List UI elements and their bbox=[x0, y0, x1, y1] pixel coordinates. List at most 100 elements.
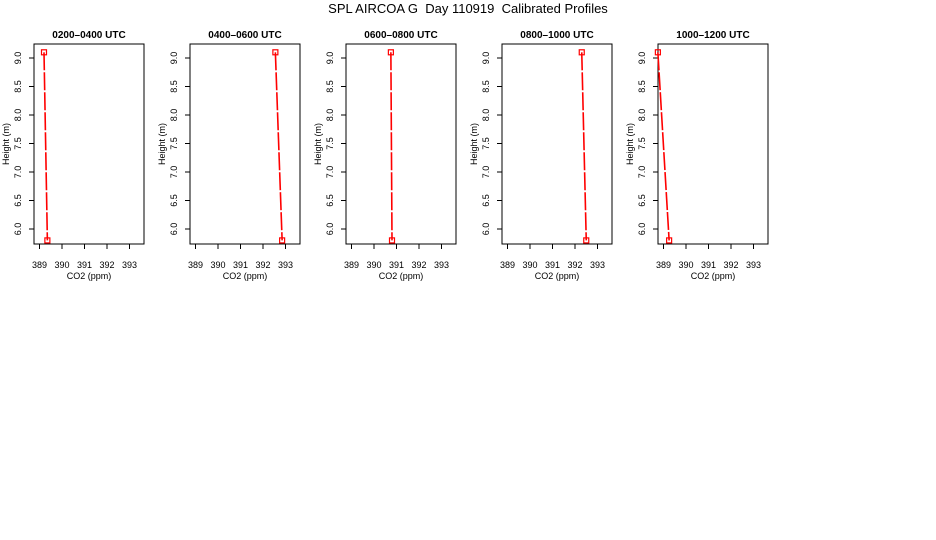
data-point bbox=[654, 49, 661, 56]
y-axis-label: Height (m) bbox=[313, 123, 323, 165]
y-tick-label: 9.0 bbox=[13, 52, 23, 65]
data-point bbox=[578, 49, 585, 56]
y-tick-label: 6.5 bbox=[169, 194, 179, 207]
x-tick-label: 390 bbox=[54, 260, 69, 270]
chart-panel-5: 1000–1200 UTC 389 390 391 392 393 CO2 (ppm) 6.0… bbox=[625, 30, 769, 281]
panel-title: 0200–0400 UTC bbox=[52, 30, 125, 41]
y-axis-label: Height (m) bbox=[157, 123, 167, 165]
y-tick-label: 8.0 bbox=[325, 109, 335, 122]
x-tick-label: 390 bbox=[678, 260, 693, 270]
y-axis-label: Height (m) bbox=[469, 123, 479, 165]
chart-panel-2: 0400–0600 UTC 389 390 391 392 393 CO2 (ppm) 6.0… bbox=[157, 30, 301, 281]
y-tick-label: 6.5 bbox=[325, 194, 335, 207]
x-tick-label: 389 bbox=[188, 260, 203, 270]
panel-title: 0800–1000 UTC bbox=[520, 30, 593, 41]
x-tick-label: 392 bbox=[411, 260, 426, 270]
y-tick-label: 6.5 bbox=[13, 194, 23, 207]
x-tick-label: 393 bbox=[434, 260, 449, 270]
x-tick-label: 389 bbox=[32, 260, 47, 270]
profile-line bbox=[580, 52, 588, 241]
x-tick-label: 390 bbox=[366, 260, 381, 270]
x-tick-label: 390 bbox=[522, 260, 537, 270]
x-tick-label: 392 bbox=[723, 260, 738, 270]
y-tick-label: 8.5 bbox=[13, 80, 23, 93]
y-tick-label: 8.0 bbox=[637, 109, 647, 122]
page-title: SPL AIRCOA G Day 110919 Calibrated Profi… bbox=[328, 1, 608, 16]
x-axis-label: CO2 (ppm) bbox=[535, 271, 580, 281]
profile-line bbox=[274, 52, 283, 241]
x-tick-label: 392 bbox=[99, 260, 114, 270]
panel-title: 0400–0600 UTC bbox=[208, 30, 281, 41]
y-tick-label: 6.0 bbox=[13, 223, 23, 236]
y-tick-label: 7.0 bbox=[325, 166, 335, 179]
y-tick-label: 8.5 bbox=[637, 80, 647, 93]
y-axis-label: Height (m) bbox=[625, 123, 635, 165]
profile-line bbox=[657, 52, 670, 241]
data-point bbox=[279, 237, 286, 244]
y-tick-label: 7.5 bbox=[637, 137, 647, 150]
x-tick-label: 391 bbox=[701, 260, 716, 270]
y-tick-label: 8.0 bbox=[481, 109, 491, 122]
data-point bbox=[387, 49, 394, 56]
plot-frame bbox=[189, 43, 301, 245]
y-tick-label: 6.5 bbox=[481, 194, 491, 207]
y-tick-label: 7.0 bbox=[13, 166, 23, 179]
y-tick-label: 7.0 bbox=[481, 166, 491, 179]
data-point bbox=[40, 49, 48, 56]
chart-panel-3: 0600–0800 UTC 389 390 391 392 393 CO2 (ppm) 6.0… bbox=[313, 30, 457, 281]
y-tick-label: 7.5 bbox=[325, 137, 335, 150]
y-axis-label: Height (m) bbox=[1, 123, 11, 165]
y-tick-label: 6.0 bbox=[481, 223, 491, 236]
x-tick-label: 389 bbox=[656, 260, 671, 270]
x-tick-label: 393 bbox=[746, 260, 761, 270]
y-tick-label: 8.0 bbox=[169, 109, 179, 122]
y-tick-label: 6.0 bbox=[169, 223, 179, 236]
profile-line bbox=[390, 52, 393, 241]
profile-line bbox=[43, 52, 49, 241]
data-point bbox=[44, 237, 51, 244]
plot-frame bbox=[345, 43, 457, 245]
y-tick-label: 9.0 bbox=[325, 52, 335, 65]
data-point bbox=[666, 237, 673, 244]
y-tick-label: 7.0 bbox=[637, 166, 647, 179]
x-axis-label: CO2 (ppm) bbox=[379, 271, 424, 281]
x-tick-label: 393 bbox=[278, 260, 293, 270]
y-tick-label: 7.5 bbox=[481, 137, 491, 150]
y-tick-label: 6.0 bbox=[637, 223, 647, 236]
x-tick-label: 389 bbox=[500, 260, 515, 270]
x-tick-label: 389 bbox=[344, 260, 359, 270]
x-tick-label: 392 bbox=[255, 260, 270, 270]
x-tick-label: 393 bbox=[122, 260, 137, 270]
x-tick-label: 391 bbox=[545, 260, 560, 270]
data-point bbox=[388, 237, 396, 244]
x-tick-label: 391 bbox=[77, 260, 92, 270]
chart-panel-4: 0800–1000 UTC 389 390 391 392 393 CO2 (ppm) 6.0… bbox=[469, 30, 613, 281]
x-tick-label: 392 bbox=[567, 260, 582, 270]
y-tick-label: 8.5 bbox=[169, 80, 179, 93]
y-tick-label: 9.0 bbox=[169, 52, 179, 65]
y-tick-label: 8.5 bbox=[325, 80, 335, 93]
y-tick-label: 7.5 bbox=[13, 137, 23, 150]
y-tick-label: 8.0 bbox=[13, 109, 23, 122]
plot-frame bbox=[501, 43, 613, 245]
y-tick-label: 8.5 bbox=[481, 80, 491, 93]
x-tick-label: 393 bbox=[590, 260, 605, 270]
x-tick-label: 390 bbox=[210, 260, 225, 270]
data-point bbox=[272, 49, 279, 56]
plot-frame bbox=[657, 43, 769, 245]
x-tick-label: 391 bbox=[233, 260, 248, 270]
x-axis-label: CO2 (ppm) bbox=[67, 271, 112, 281]
y-tick-label: 9.0 bbox=[637, 52, 647, 65]
panel-title: 0600–0800 UTC bbox=[364, 30, 437, 41]
y-tick-label: 7.0 bbox=[169, 166, 179, 179]
chart-panel-1: 0200–0400 UTC 389 390 391 392 393 CO2 (ppm) 6.0… bbox=[1, 30, 145, 281]
y-tick-label: 9.0 bbox=[481, 52, 491, 65]
x-tick-label: 391 bbox=[389, 260, 404, 270]
data-point bbox=[583, 237, 590, 244]
y-tick-label: 6.5 bbox=[637, 194, 647, 207]
panel-title: 1000–1200 UTC bbox=[676, 30, 749, 41]
x-axis-label: CO2 (ppm) bbox=[691, 271, 736, 281]
x-axis-label: CO2 (ppm) bbox=[223, 271, 268, 281]
y-tick-label: 7.5 bbox=[169, 137, 179, 150]
